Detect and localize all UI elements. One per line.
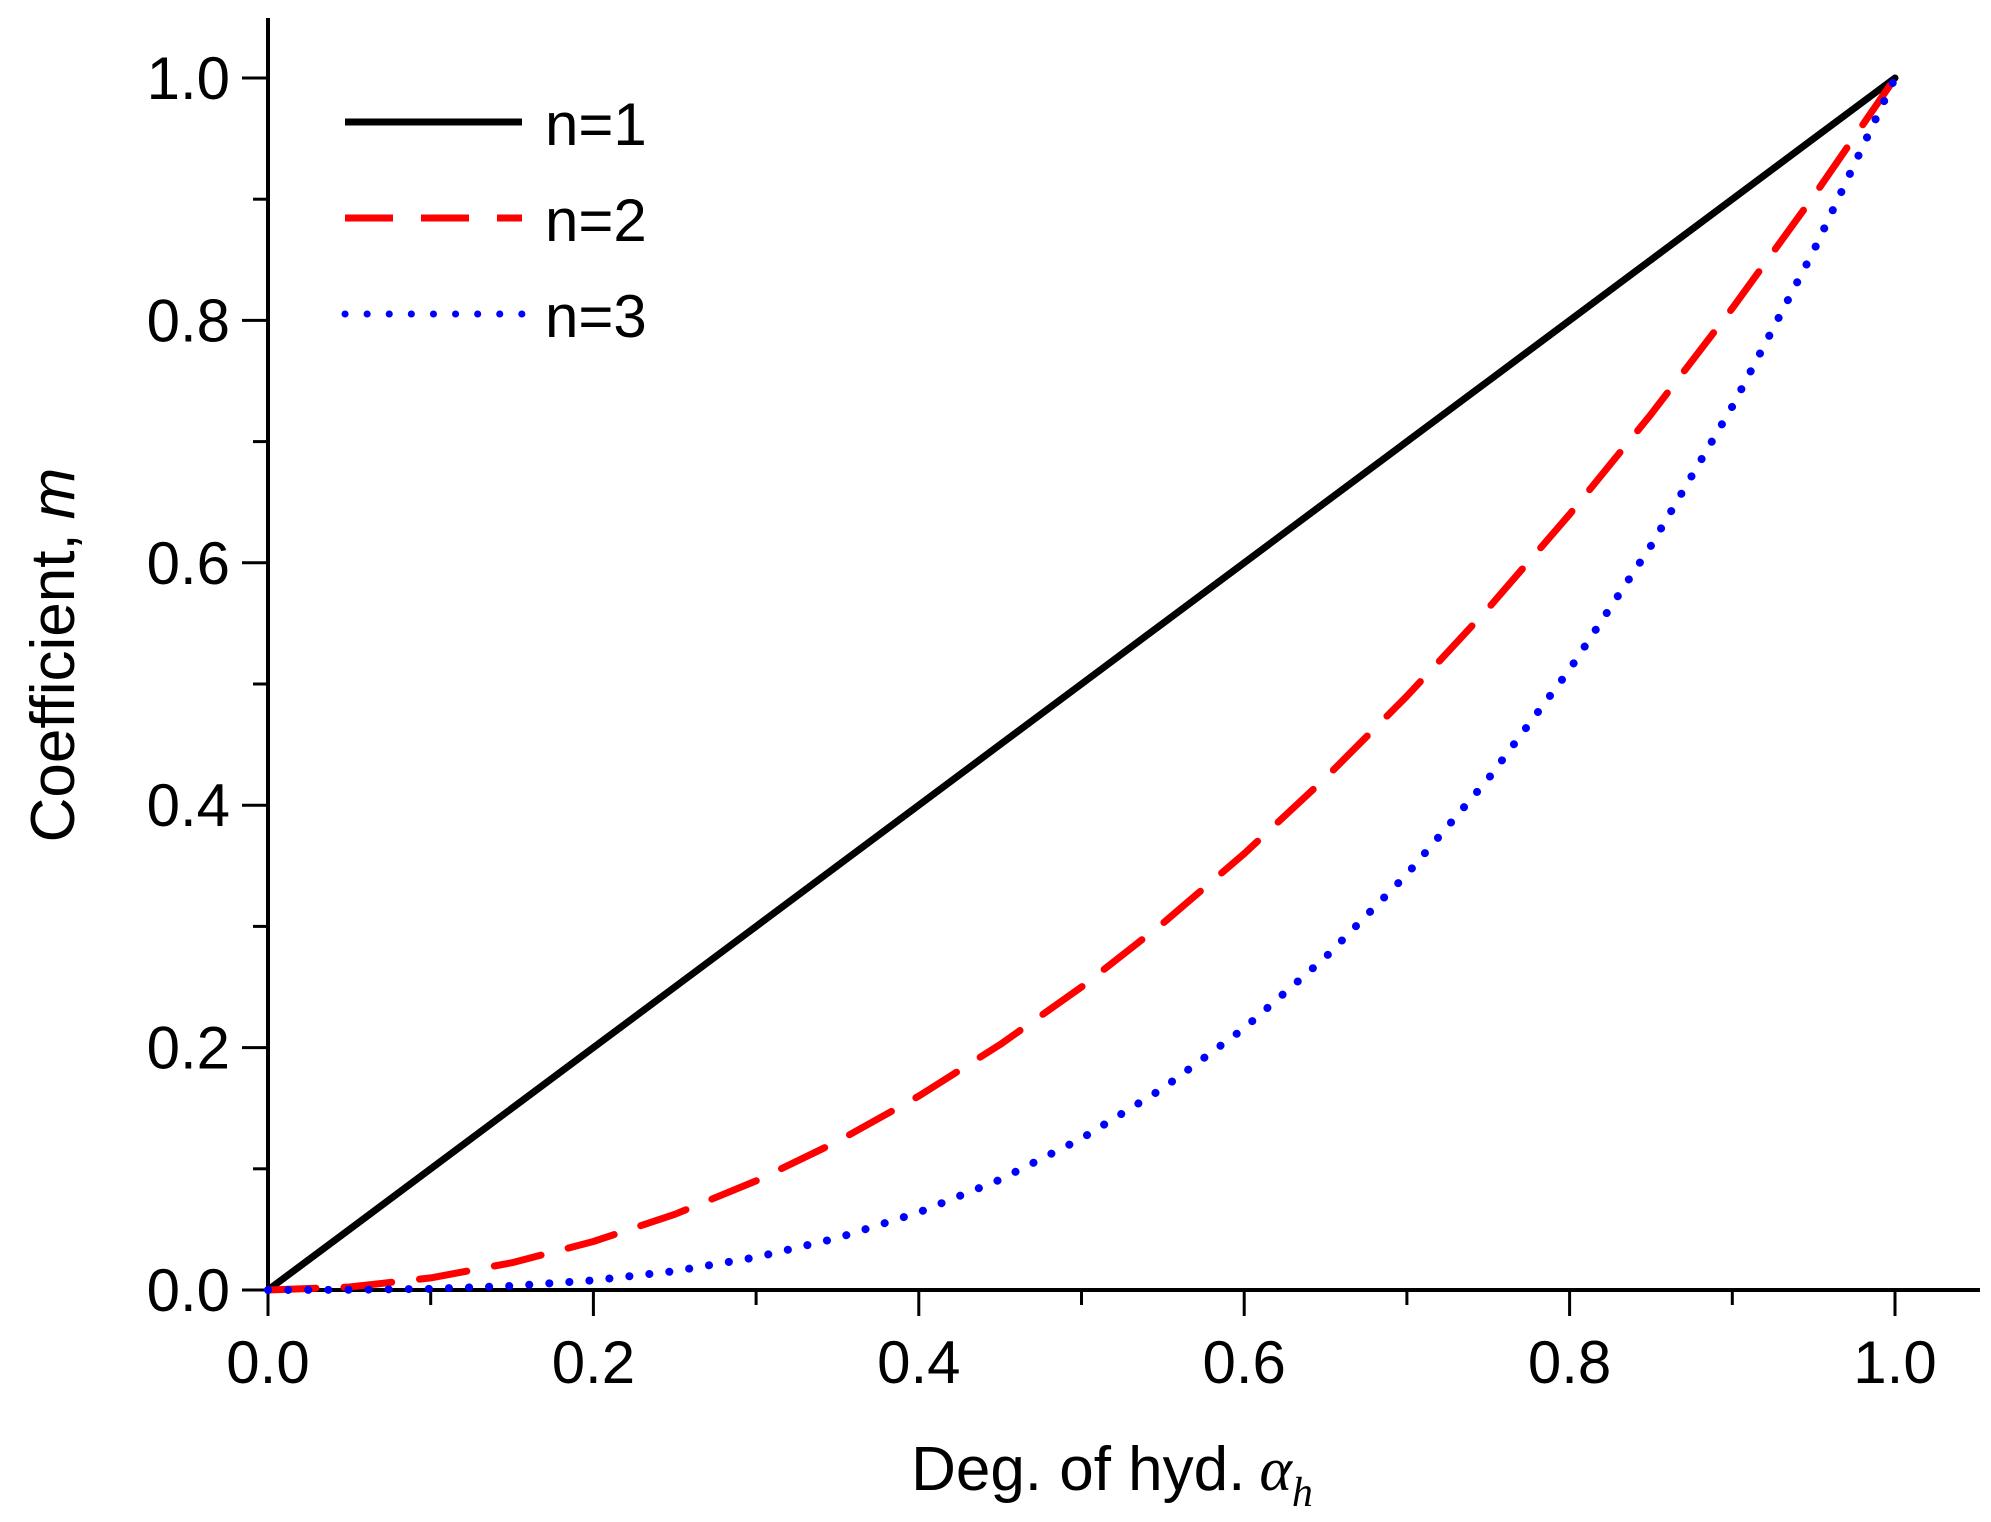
- y-tick-label: 1.0: [147, 45, 230, 112]
- y-tick-label: 0.6: [147, 530, 230, 597]
- y-tick-label: 0.8: [147, 287, 230, 354]
- legend-label-n2: n=2: [545, 187, 647, 254]
- series-line-n1: [264, 74, 1899, 1294]
- x-tick-label: 0.2: [552, 1329, 635, 1396]
- x-tick-label: 0.6: [1202, 1329, 1285, 1396]
- x-axis-title-symbol: α: [1259, 1436, 1293, 1504]
- y-tick-label: 0.0: [147, 1257, 230, 1324]
- legend: n=1 n=2 n=3: [341, 91, 647, 350]
- y-axis-title-symbol: m: [19, 468, 88, 520]
- plot-area: [266, 18, 1980, 1292]
- series-line-n2: [264, 74, 1899, 1294]
- x-axis-title: Deg. of hyd. αh: [911, 1435, 1313, 1516]
- y-axis-title: Coefficient, m: [19, 468, 88, 843]
- x-tick-label: 0.0: [226, 1329, 309, 1396]
- y-tick-label: 0.2: [147, 1015, 230, 1082]
- legend-label-n1: n=1: [545, 91, 647, 158]
- x-tick-label: 1.0: [1853, 1329, 1936, 1396]
- x-tick-label: 0.4: [877, 1329, 960, 1396]
- series-layer: [264, 74, 1899, 1294]
- x-axis-title-text: Deg. of hyd.: [911, 1435, 1245, 1504]
- ticks: 0.0 0.2 0.4 0.6 0.8 1.0 0.0 0.2 0.4 0.6 0.8 1.0: [147, 45, 1937, 1396]
- legend-label-n3: n=3: [545, 283, 647, 350]
- y-axis-title-text: Coefficient,: [19, 533, 88, 842]
- x-axis-title-subscript: h: [1292, 1470, 1313, 1516]
- y-tick-label: 0.4: [147, 772, 230, 839]
- x-tick-label: 0.8: [1528, 1329, 1611, 1396]
